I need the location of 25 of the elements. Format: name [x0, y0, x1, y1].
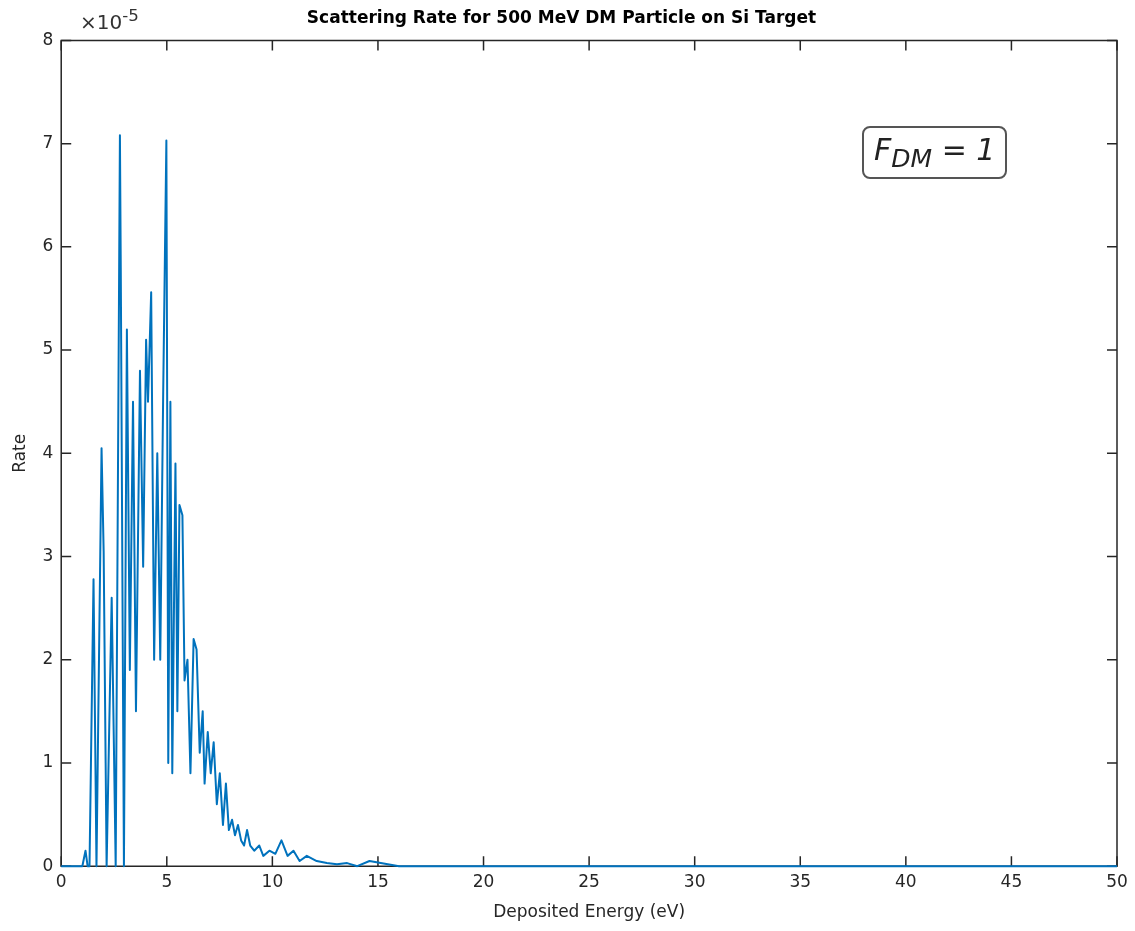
y-axis-title: Rate [8, 433, 29, 473]
y-tick-label: 1 [42, 751, 54, 772]
y-tick-label: 5 [42, 338, 54, 359]
x-tick-label: 20 [472, 870, 495, 891]
y-tick-label: 0 [42, 854, 54, 875]
y-tick-label: 7 [42, 132, 54, 153]
x-tick-label: 0 [55, 870, 67, 891]
y-tick-label: 6 [42, 235, 54, 256]
x-tick-label: 30 [683, 870, 706, 891]
x-tick-label: 50 [1106, 870, 1128, 891]
x-tick-label: 15 [367, 870, 389, 891]
y-tick-label: 2 [42, 648, 54, 669]
y-tick-label: 4 [42, 441, 54, 462]
x-tick-label: 5 [161, 870, 173, 891]
annotation: F$_{DM}$ = 1 [862, 126, 1008, 179]
y-tick-label: 3 [42, 544, 54, 565]
y-tick-label: 8 [42, 28, 54, 49]
x-tick-label: 10 [261, 870, 284, 891]
x-tick-label: 35 [789, 870, 812, 891]
x-tick-label: 40 [895, 870, 917, 891]
x-tick-label: 45 [1000, 870, 1023, 891]
x-tick-label: 25 [578, 870, 600, 891]
chart-title: Scattering Rate for 500 MeV DM Particle on Si Target [306, 6, 817, 27]
x-axis-title: Deposited Energy (eV) [493, 901, 686, 922]
text: ×10$^{-5}$ [80, 6, 139, 34]
